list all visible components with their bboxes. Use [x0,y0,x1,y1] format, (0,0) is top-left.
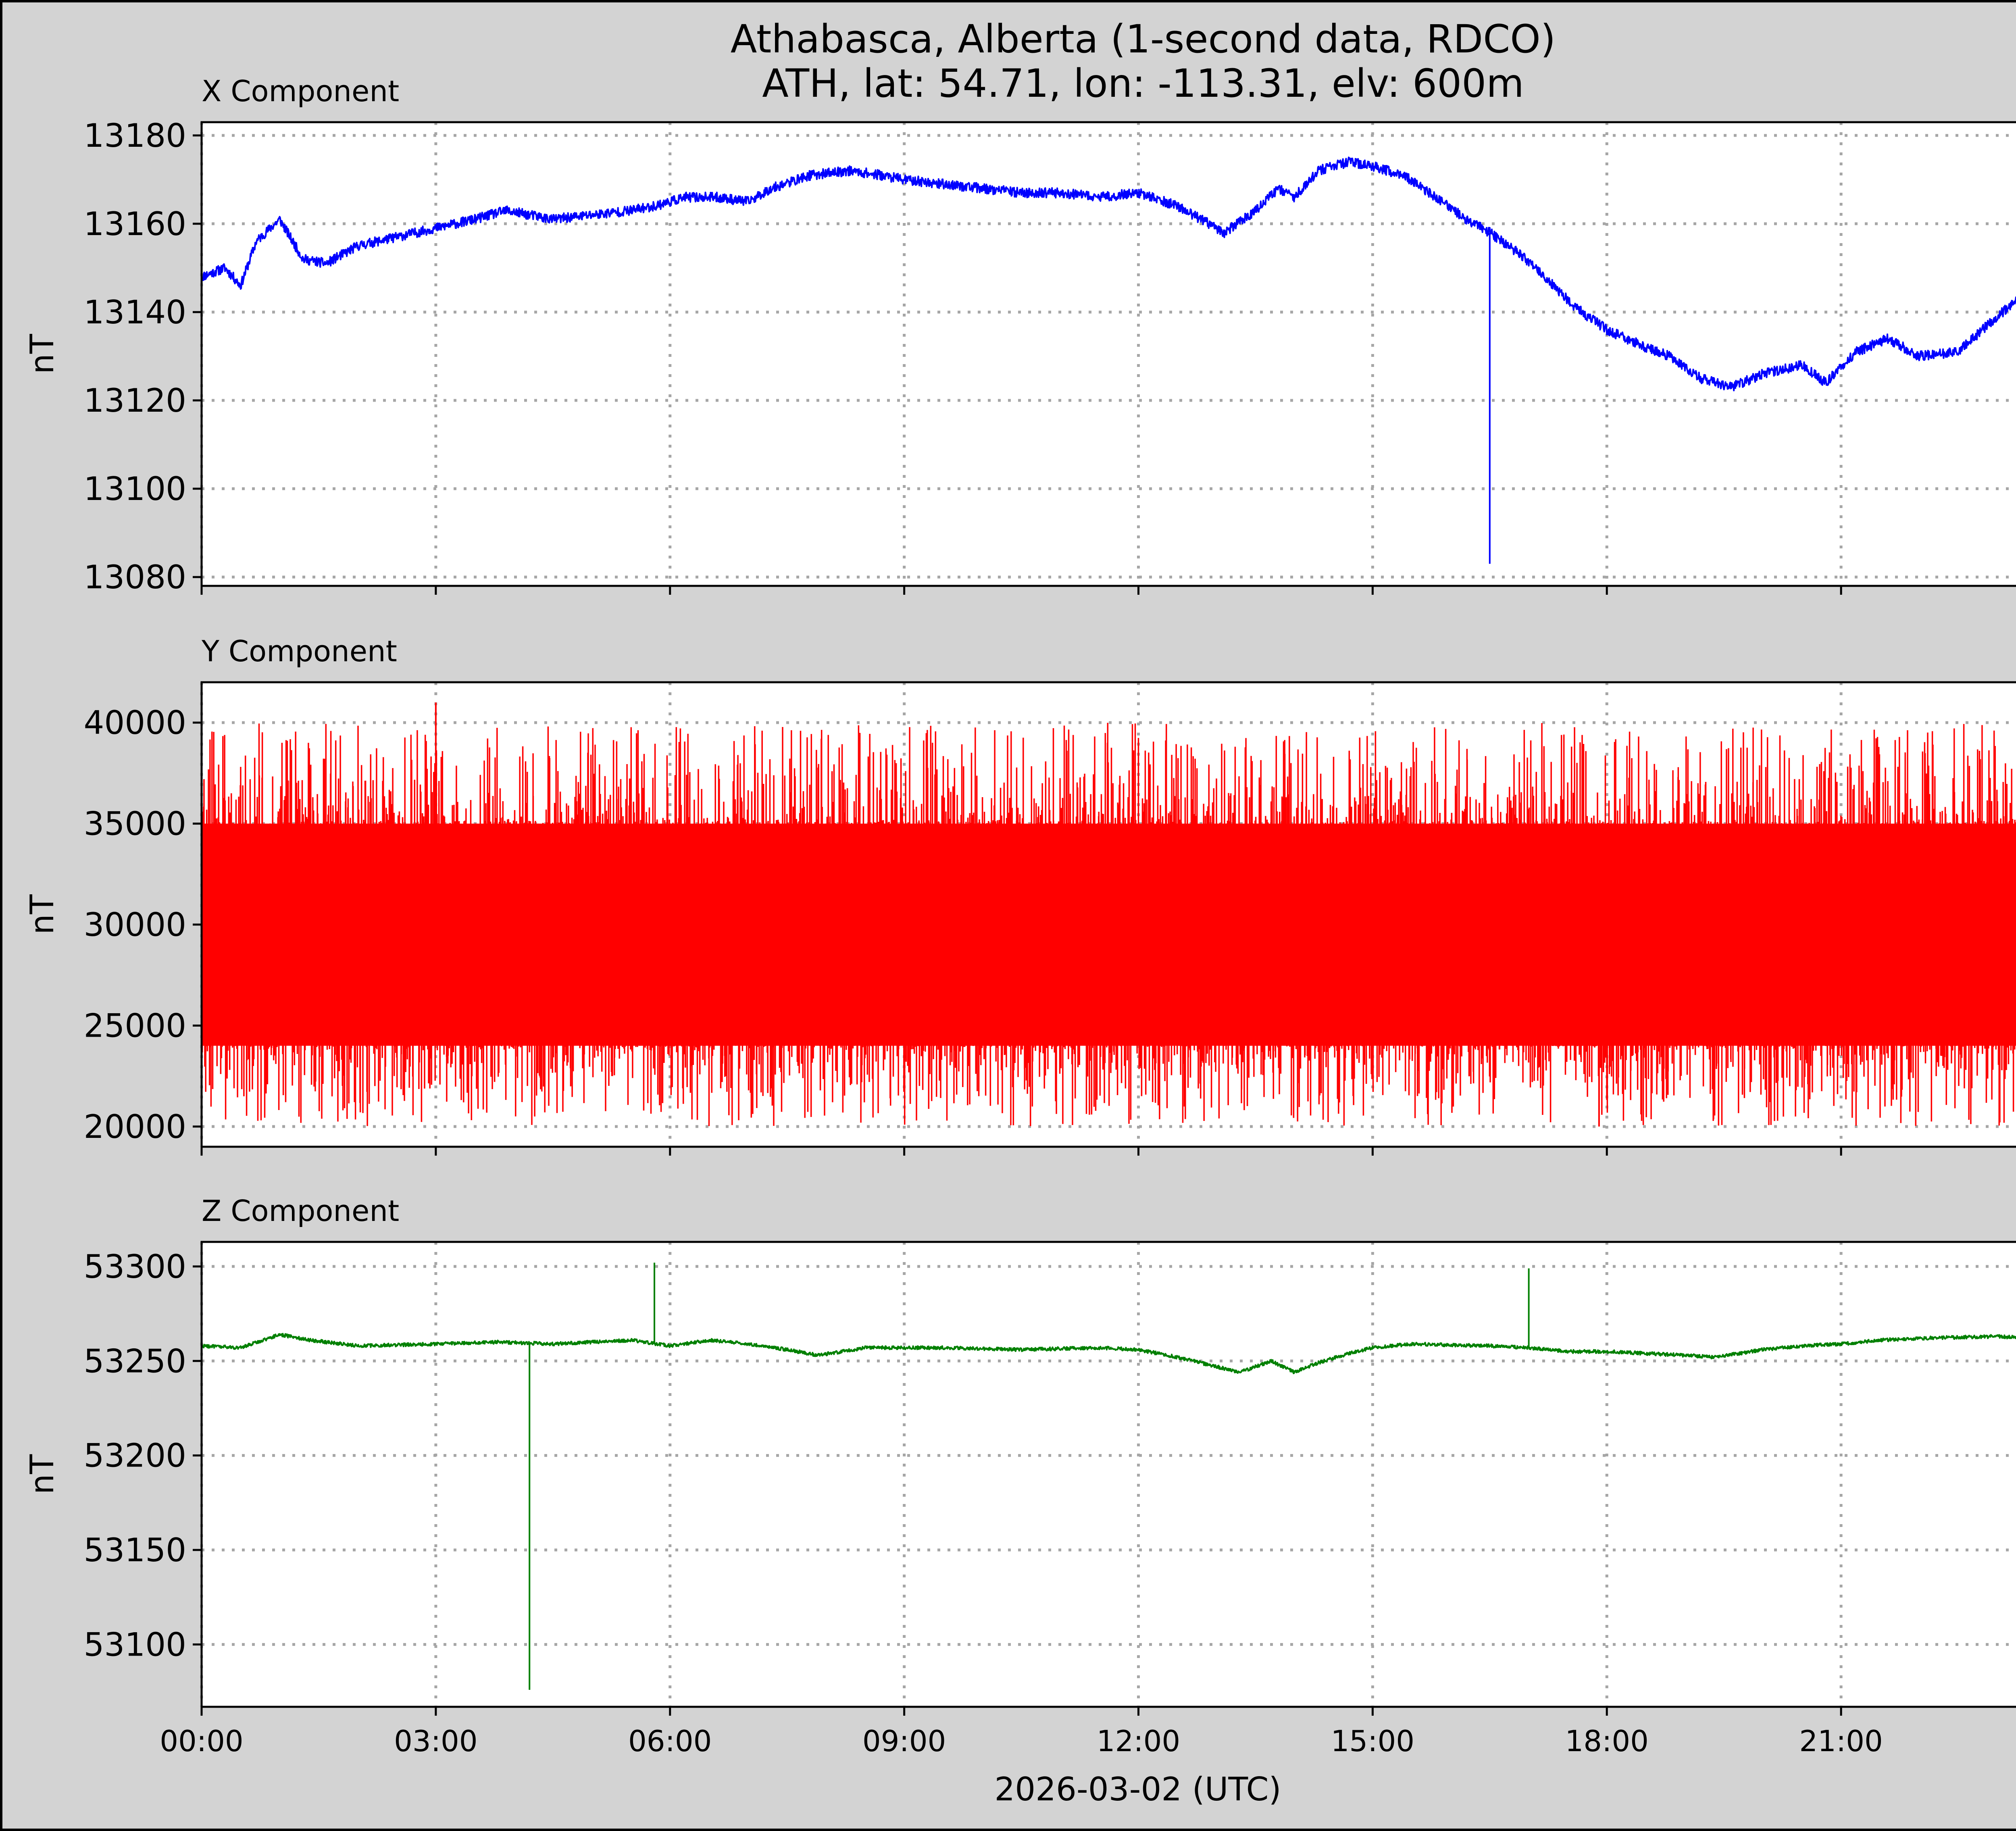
x-tick-label: 21:00 [1799,1724,1883,1758]
y-tick-label: 13080 [84,558,187,596]
y-tick-label: 35000 [84,805,187,843]
y-tick-label: 13140 [84,294,187,331]
data-area [202,702,2016,1127]
x-tick-label: 15:00 [1331,1724,1415,1758]
data-area [202,156,2016,564]
plot-area [202,122,2016,586]
y-tick-label: 13180 [84,117,187,154]
x-tick-label: 12:00 [1097,1724,1181,1758]
chart-title: Athabasca, Alberta (1-second data, RDCO) [731,17,1556,62]
panel-x: 13080 13100 13120 13140 13160 13180 X Componen… [23,74,2016,596]
panels: 13080 13100 13120 13140 13160 13180 X Componen… [23,74,2016,1758]
y-tick-label: 30000 [84,906,187,944]
y-tick-label: 53200 [84,1437,187,1475]
series-line [202,156,2016,392]
panel-title: X Component [202,74,399,108]
panel-title: Y Component [201,634,397,668]
x-tick-label: 00:00 [160,1724,244,1758]
panel-z: 53100 53150 53200 53250 53300 Z Component nT [23,1194,2016,1716]
chart-subtitle: ATH, lat: 54.71, lon: -113.31, elv: 600m [762,61,1524,106]
y-tick-label: 40000 [84,704,187,742]
series-line [202,1333,2016,1375]
x-tick-label: 18:00 [1565,1724,1649,1758]
y-tick-label: 53100 [84,1626,187,1663]
y-axis-label: nT [23,894,61,935]
y-axis-label: nT [23,333,61,374]
x-tick-label: 03:00 [394,1724,478,1758]
panel-title: Z Component [202,1194,399,1228]
panel-y: 20000 25000 30000 35000 40000 Y Component nT [23,634,2016,1156]
data-area [202,1262,2016,1690]
x-tick-label: 09:00 [862,1724,946,1758]
y-tick-label: 53300 [84,1248,187,1285]
y-tick-label: 25000 [84,1007,187,1044]
y-tick-label: 13100 [84,470,187,508]
y-axis-label: nT [23,1454,61,1495]
plot-area [202,1242,2016,1707]
x-tick-label: 06:00 [628,1724,712,1758]
y-tick-label: 53150 [84,1531,187,1569]
y-tick-label: 53250 [84,1342,187,1380]
y-tick-label: 13120 [84,382,187,419]
y-tick-label: 13160 [84,205,187,243]
y-tick-label: 20000 [84,1108,187,1146]
x-axis-label: 2026-03-02 (UTC) [994,1771,1281,1808]
